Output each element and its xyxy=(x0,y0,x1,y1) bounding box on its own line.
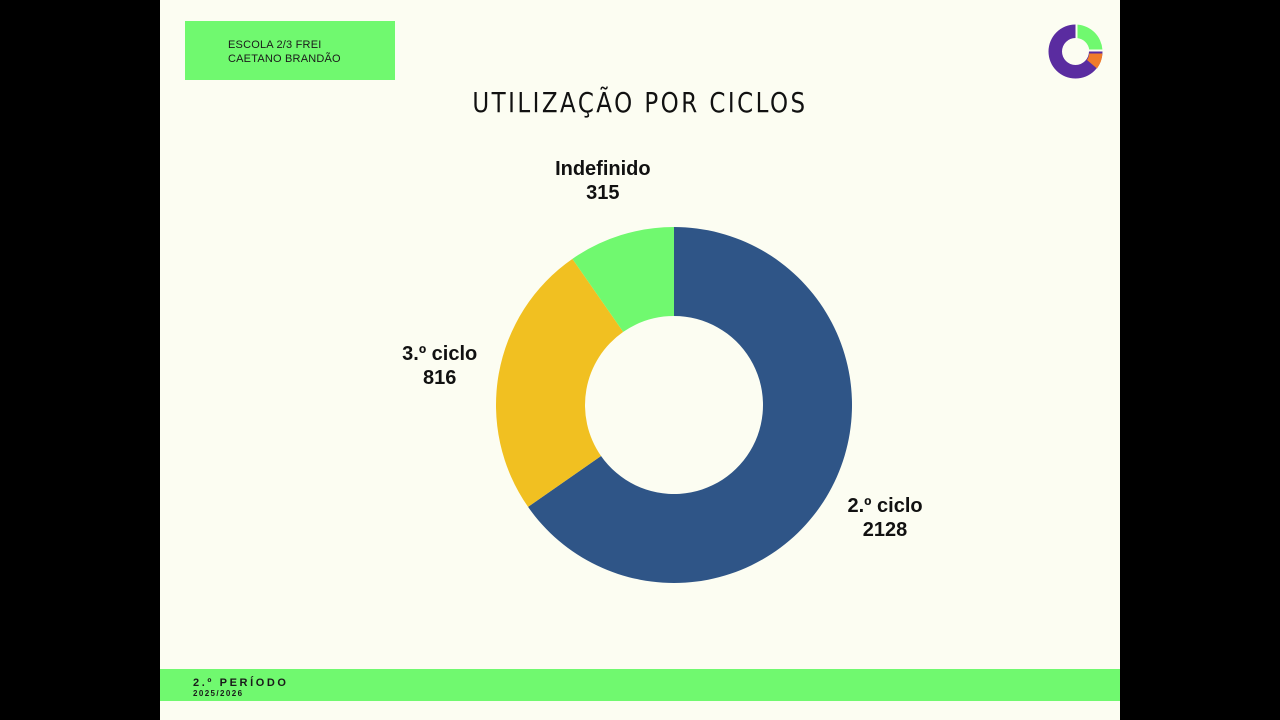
slice-value-2: 315 xyxy=(586,182,619,204)
page-title: UTILIZAÇÃO POR CICLOS xyxy=(472,86,808,119)
footer-period: 2.º PERÍODO xyxy=(193,677,289,689)
slice-value-1: 816 xyxy=(423,367,456,389)
donut-slice-2 xyxy=(572,227,674,332)
slide: ESCOLA 2/3 FREI CAETANO BRANDÃO UTILIZAÇ… xyxy=(160,0,1120,720)
school-name-line1: ESCOLA 2/3 FREI xyxy=(228,39,322,51)
school-name-line2: CAETANO BRANDÃO xyxy=(228,53,341,65)
slice-label-0: 2.º ciclo xyxy=(847,495,922,517)
slice-label-2: Indefinido xyxy=(555,158,651,180)
donut-slice-1 xyxy=(496,258,624,507)
donut-chart-logo-icon xyxy=(1048,24,1103,79)
school-name-box: ESCOLA 2/3 FREI CAETANO BRANDÃO xyxy=(185,21,395,80)
footer-year: 2025/2026 xyxy=(193,689,244,698)
footer-bar: 2.º PERÍODO 2025/2026 xyxy=(160,669,1120,701)
donut-slice-0 xyxy=(528,227,852,583)
slice-value-0: 2128 xyxy=(863,519,908,541)
slice-label-1: 3.º ciclo xyxy=(402,343,477,365)
